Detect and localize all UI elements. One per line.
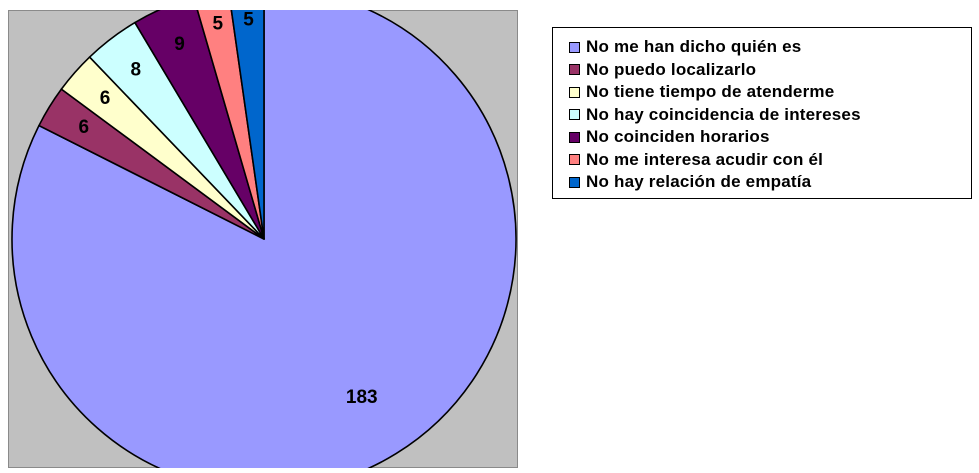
legend-label: No tiene tiempo de atenderme [586,82,835,102]
legend-label: No coinciden horarios [586,127,770,147]
legend-swatch [569,176,580,188]
legend-label: No me interesa acudir con él [586,149,824,169]
legend-label: No hay coincidencia de intereses [586,104,861,124]
legend-swatch [569,41,580,53]
data-label: 9 [174,34,185,55]
legend-item: No hay relación de empatía [569,171,971,194]
data-label: 5 [213,14,224,35]
legend-item: No hay coincidencia de intereses [569,104,971,127]
legend-item: No tiene tiempo de atenderme [569,81,971,104]
legend-label: No hay relación de empatía [586,172,812,192]
pie-slice [134,10,265,240]
legend-swatch [569,154,580,166]
data-label: 6 [78,117,89,138]
legend-swatch [569,86,580,98]
legend-item: No coinciden horarios [569,126,971,149]
data-label: 6 [100,88,111,109]
data-label: 5 [243,10,254,30]
data-label: 8 [130,60,141,81]
legend-swatch [569,131,580,143]
legend-item: No puedo localizarlo [569,59,971,82]
legend: No me han dicho quién es No puedo locali… [552,27,972,199]
legend-label: No me han dicho quién es [586,37,802,57]
pie-slice [196,10,265,240]
legend-swatch [569,64,580,76]
legend-label: No puedo localizarlo [586,59,757,79]
pie-slice [230,10,265,240]
legend-swatch [569,109,580,121]
legend-item: No me han dicho quién es [569,36,971,59]
data-label: 183 [346,387,378,408]
legend-item: No me interesa acudir con él [569,149,971,172]
